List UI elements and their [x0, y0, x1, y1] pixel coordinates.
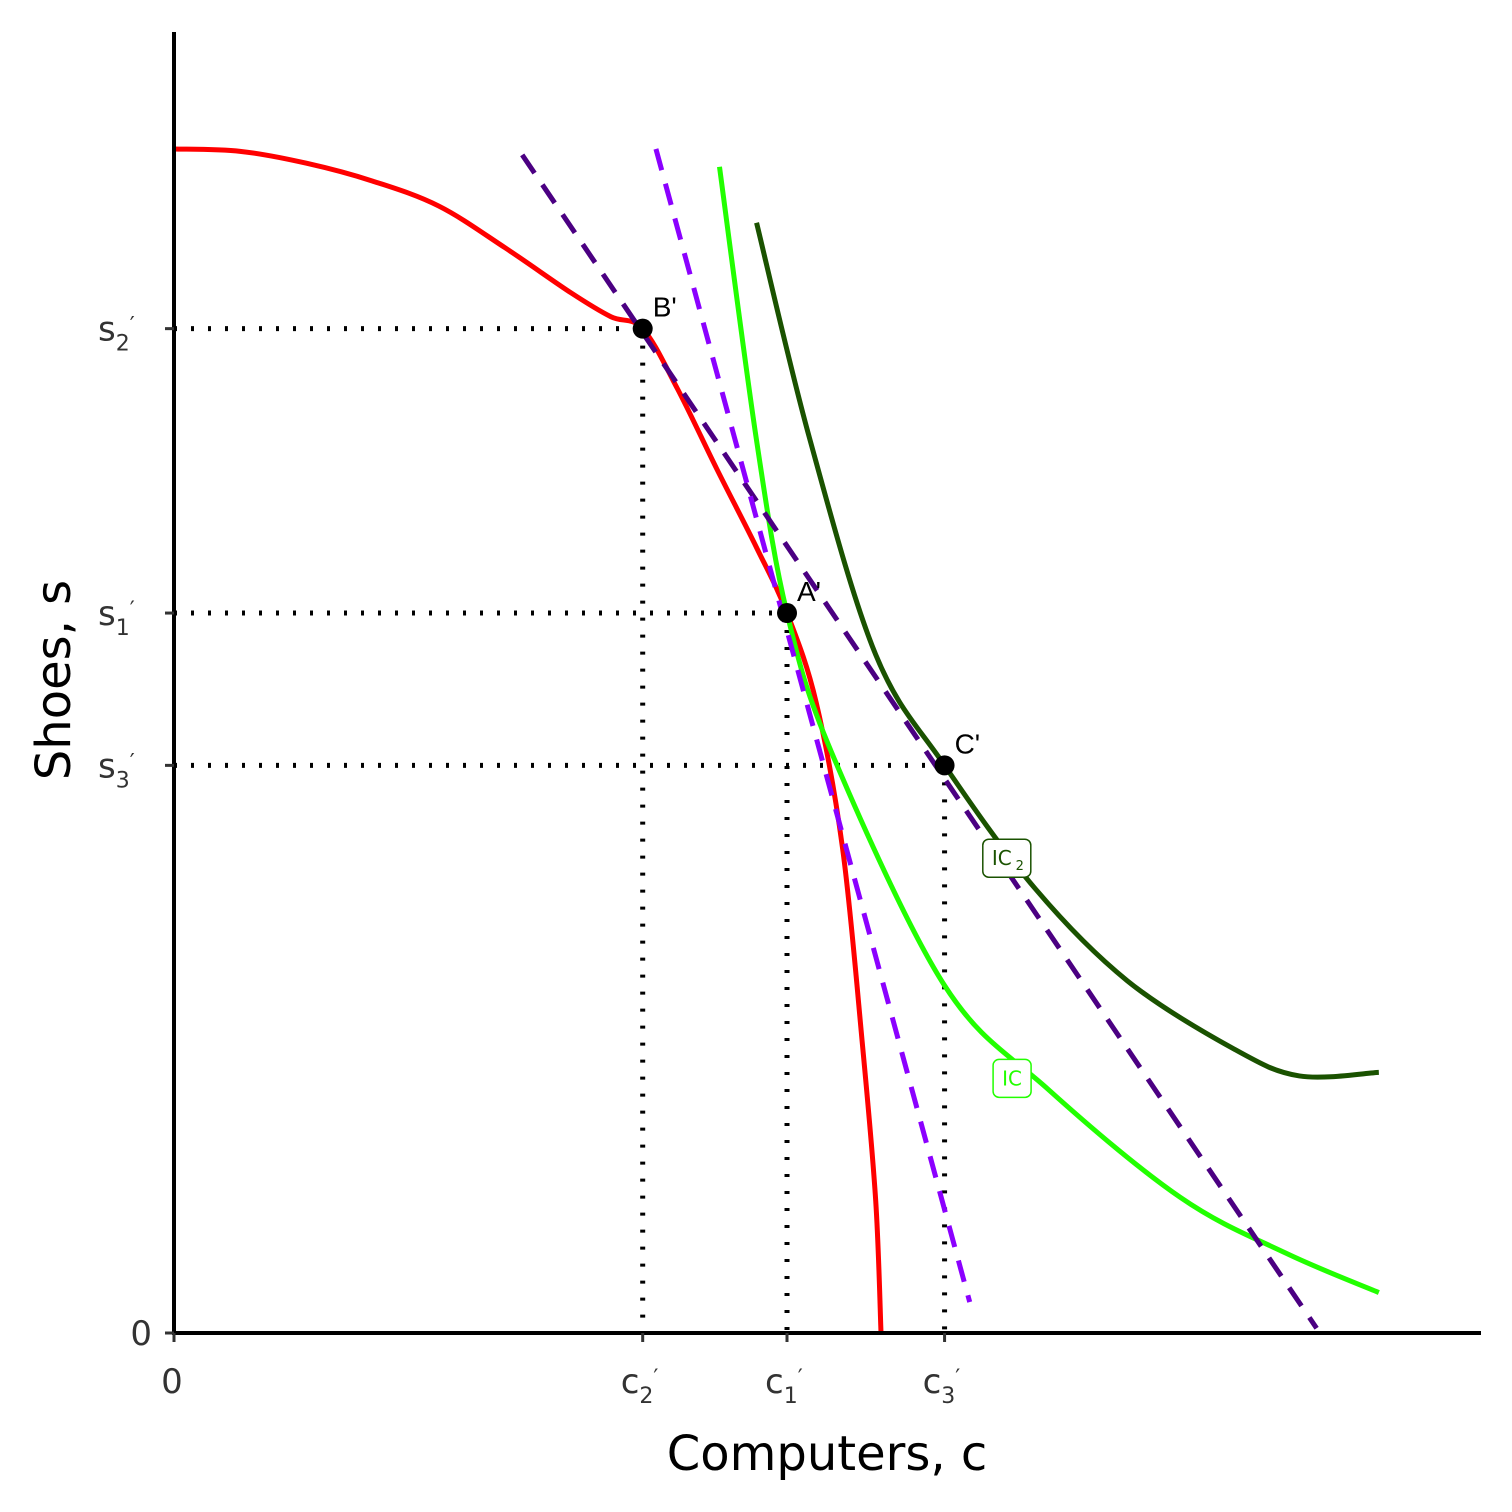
x-tick-label: c1′ [765, 1362, 803, 1409]
point-label: B' [653, 292, 677, 323]
y-tick-label: s2′ [98, 310, 135, 357]
point-marker [934, 755, 955, 776]
x-axis-title: Computers, c [667, 1426, 988, 1482]
y-tick-label: s3′ [98, 746, 135, 793]
y-axis-title: Shoes, s [26, 580, 82, 780]
guide-lines [174, 326, 948, 1333]
curve-label-ic: IC [992, 1058, 1032, 1099]
tick-labels: c2′ c1′ c3′ s2′ s1′ s3′ 00 [98, 310, 960, 1409]
point-marker [632, 318, 653, 339]
points: B' A' C' [632, 292, 981, 776]
curve-labels: IC IC 2 [982, 838, 1032, 1099]
curve-label-sub: 2 [1016, 859, 1024, 874]
point-label: A' [797, 576, 821, 607]
curve-ppf [173, 146, 884, 1334]
chart-series [173, 146, 1380, 1334]
x-tick-label: c3′ [923, 1362, 961, 1409]
budget-line-4 [653, 148, 973, 1303]
curve-label-ic2: IC 2 [982, 838, 1032, 878]
y-tick-label: s1′ [98, 594, 135, 641]
curve-label-text: IC [1002, 1066, 1022, 1090]
curve-ic2 [754, 222, 1379, 1080]
budget-line-3 [520, 153, 1319, 1330]
y-origin-label: 0 [130, 1314, 152, 1354]
x-origin-label: 0 [161, 1362, 183, 1402]
point-marker [777, 603, 798, 624]
axes [172, 32, 1481, 1335]
curve-ic [717, 166, 1380, 1295]
x-tick-label: c2′ [621, 1362, 659, 1409]
point-label: C' [955, 728, 981, 759]
curve-label-text: IC [992, 846, 1012, 870]
